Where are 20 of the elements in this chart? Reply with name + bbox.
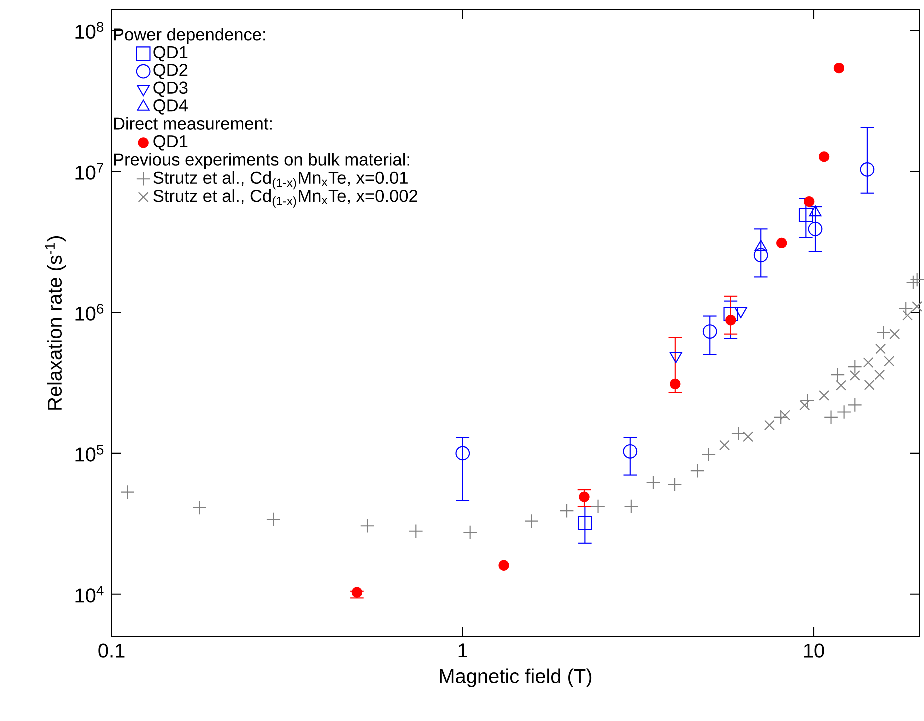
- annotation: Previous experiments on bulk material:: [114, 153, 410, 170]
- y-tick-label: 10$^{5}$: [76, 445, 104, 462]
- legend-label: QD2: [154, 64, 188, 80]
- legend-label: QD1: [154, 46, 188, 62]
- legend-label: Strutz et al., Cd$_{(1-x)}$Mn$_{x}$Te, x=0.01: [154, 172, 408, 190]
- legend-label: Strutz et al., Cd$_{(1-x)}$Mn$_{x}$Te, x=0.002: [154, 190, 418, 208]
- x-tick-label: 10: [804, 644, 824, 658]
- annotation: Power dependence:: [114, 28, 266, 44]
- legend-label: QD3: [154, 82, 188, 98]
- y-tick-label: 10$^{8}$: [76, 22, 104, 40]
- y-tick-label: 10$^{7}$: [76, 163, 104, 180]
- legend-label: QD1: [154, 136, 188, 151]
- y-axis-title: Relaxation rate (s$^{-1}$): [45, 236, 66, 410]
- legend-label: QD4: [154, 100, 188, 116]
- x-axis-title: Magnetic field (T): [440, 668, 592, 688]
- annotation: Direct measurement:: [114, 117, 272, 130]
- y-tick-label: 10$^{6}$: [76, 304, 104, 322]
- x-tick-label: 0.1: [98, 644, 125, 658]
- x-tick-label: 1: [458, 644, 468, 658]
- y-tick-label: 10$^{4}$: [76, 586, 104, 603]
